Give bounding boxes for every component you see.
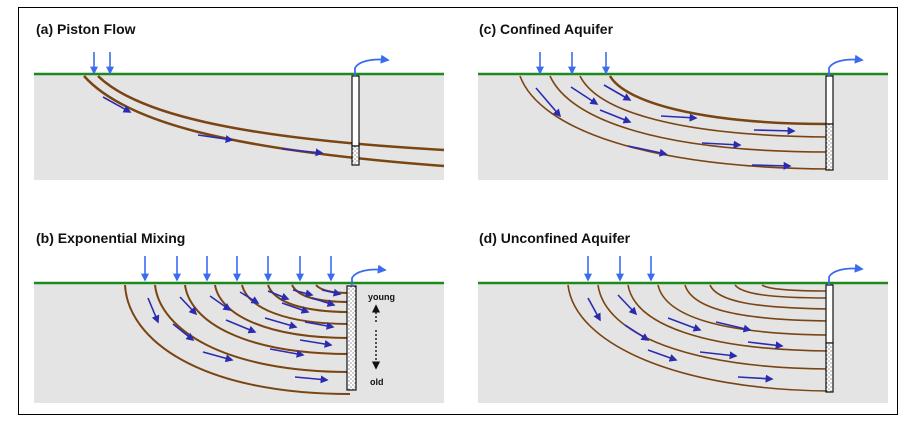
flow-arrow: [299, 339, 333, 348]
flowline: [549, 75, 830, 153]
flow-arrow: [737, 374, 774, 383]
flowline: [124, 284, 351, 395]
flow-arrow: [225, 319, 257, 334]
flow-arrow: [202, 351, 234, 363]
flowline: [267, 284, 351, 313]
flow-arrow: [197, 134, 234, 144]
panel-title-exponential-mixing: (b) Exponential Mixing: [36, 230, 186, 246]
flow-arrow: [747, 341, 784, 350]
panel-title-confined-aquifer: (c) Confined Aquifer: [479, 21, 614, 37]
flow-arrow: [715, 321, 752, 333]
discharge-arrow: [354, 54, 390, 76]
flow-arrow: [627, 145, 668, 157]
flow-arrow: [660, 113, 698, 122]
flow-arrow: [617, 294, 638, 316]
flow-arrow: [209, 295, 232, 311]
panel-c-confined-aquifer: [478, 52, 888, 180]
panel-title-piston-flow: (a) Piston Flow: [36, 21, 136, 37]
flow-arrow: [699, 351, 738, 360]
flow-arrow: [701, 140, 742, 149]
flowline: [657, 284, 830, 336]
flow-arrow: [292, 289, 314, 298]
flow-arrow: [321, 288, 342, 297]
flow-arrow: [753, 126, 796, 135]
flowline: [597, 284, 830, 370]
flowline: [83, 75, 445, 168]
well-casing: [825, 75, 834, 125]
flow-arrow: [239, 291, 260, 304]
aquifer-ground: [34, 74, 444, 180]
well-screen: [825, 342, 834, 393]
flow-arrow: [311, 297, 336, 307]
flow-arrow: [570, 86, 599, 105]
flow-arrow: [751, 161, 792, 170]
well-screen: [346, 285, 357, 391]
flow-arrow: [264, 317, 298, 330]
flow-arrow: [294, 375, 329, 384]
flowline: [684, 284, 830, 322]
young-label: young: [368, 292, 395, 302]
panel-title-unconfined-aquifer: (d) Unconfined Aquifer: [479, 230, 631, 246]
flow-arrow: [102, 96, 132, 113]
flow-arrow: [535, 87, 562, 118]
discharge-arrow: [351, 264, 387, 286]
flow-arrow: [647, 349, 678, 362]
flowline: [519, 75, 830, 170]
flowline: [579, 75, 830, 138]
panel-b-exponential-mixing: young old: [34, 256, 444, 403]
aquifer-ground: [478, 74, 888, 180]
flow-arrow: [599, 109, 632, 124]
panel-a-piston-flow: [34, 52, 445, 180]
flowline: [291, 284, 351, 303]
flowline: [184, 284, 351, 355]
discharge-arrow: [828, 263, 864, 285]
flowline: [567, 284, 830, 392]
flow-arrow: [667, 317, 702, 332]
flowline: [627, 284, 830, 352]
flow-arrow: [179, 296, 198, 316]
aquifer-ground: [478, 283, 888, 403]
flowline: [97, 75, 445, 152]
flow-arrow: [281, 302, 310, 314]
flowline: [214, 284, 351, 339]
flowline: [734, 284, 830, 299]
confining-layer-flowline: [608, 75, 830, 126]
flow-arrow: [587, 297, 601, 322]
flow-arrow: [269, 348, 305, 358]
well-casing: [825, 284, 834, 344]
flow-arrow: [267, 290, 290, 301]
flow-arrow: [624, 324, 650, 341]
flow-arrow: [172, 323, 195, 341]
flow-arrow: [603, 84, 632, 101]
flow-arrow: [304, 321, 335, 330]
old-label: old: [370, 377, 384, 387]
discharge-arrow: [828, 54, 864, 76]
well-casing: [351, 75, 360, 147]
flow-arrow: [147, 297, 160, 324]
panel-d-unconfined-aquifer: [478, 256, 888, 403]
well-screen: [825, 123, 834, 171]
flow-arrow: [281, 148, 324, 157]
flowline: [154, 284, 351, 373]
flowline: [761, 284, 830, 292]
flowline: [709, 284, 830, 310]
well-screen: [351, 145, 360, 166]
